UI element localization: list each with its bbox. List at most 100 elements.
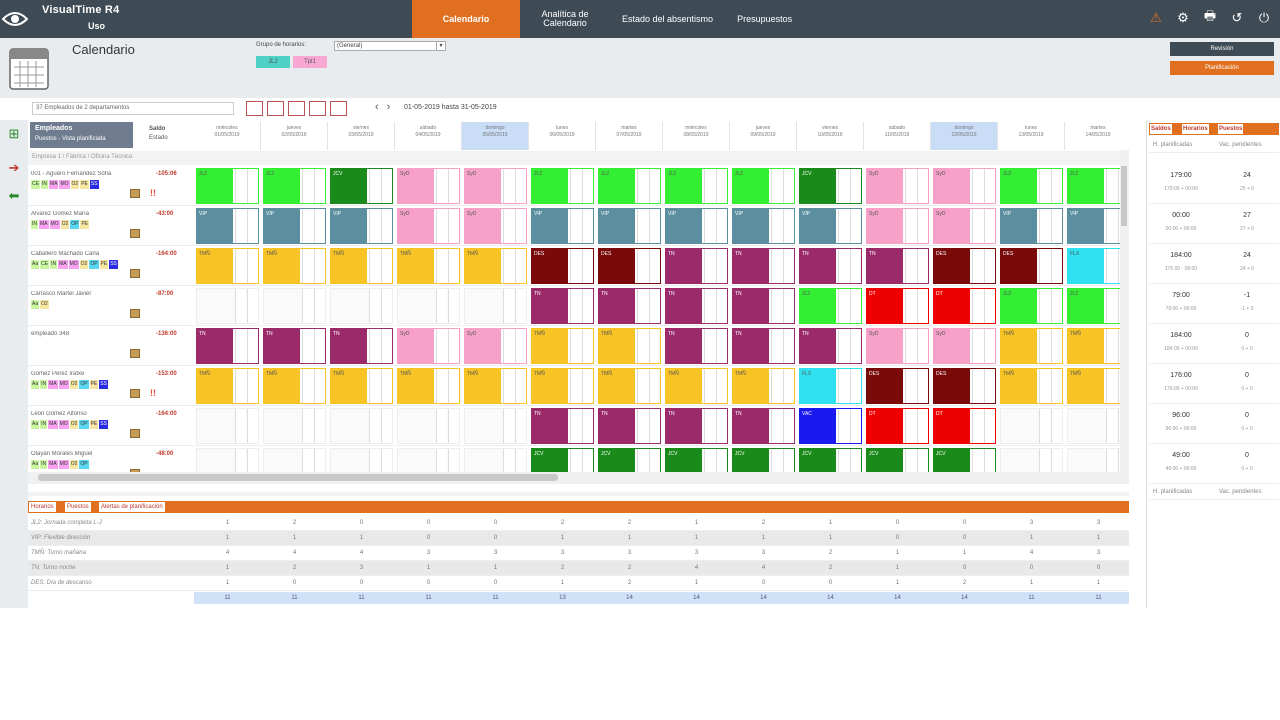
sub-slot[interactable] xyxy=(302,169,313,203)
sub-slot[interactable] xyxy=(649,409,660,443)
shift-cell[interactable]: VIP xyxy=(330,208,393,244)
shift-cell[interactable]: DES xyxy=(1000,248,1063,284)
shift-cell[interactable]: JL2 xyxy=(732,168,795,204)
nav-item-0[interactable]: Calendario xyxy=(412,0,520,38)
sub-slot[interactable] xyxy=(302,329,313,363)
shift-cell[interactable]: SyD xyxy=(933,168,996,204)
sub-slot[interactable] xyxy=(515,169,526,203)
add-calendar-icon[interactable]: ⊞ xyxy=(8,126,20,141)
employee-name[interactable]: empleado 348 xyxy=(31,331,70,337)
nav-item-2[interactable]: Estado del absentismo xyxy=(622,13,714,24)
sub-slot[interactable] xyxy=(503,369,514,403)
shift-cell[interactable] xyxy=(263,408,326,444)
shift-cell[interactable]: TMÑ xyxy=(598,368,661,404)
sub-slot[interactable] xyxy=(1106,169,1117,203)
sub-slot[interactable] xyxy=(771,449,782,483)
sub-slot[interactable] xyxy=(783,289,794,323)
shift-cell[interactable]: SyD xyxy=(866,328,929,364)
shift-cell[interactable]: JL2 xyxy=(1067,168,1129,204)
shift-cell[interactable]: TN xyxy=(732,288,795,324)
sub-slot[interactable] xyxy=(704,289,715,323)
sub-slot[interactable] xyxy=(972,409,983,443)
sub-slot[interactable] xyxy=(1039,289,1050,323)
shift-cell[interactable]: JL2 xyxy=(1000,168,1063,204)
sub-slot[interactable] xyxy=(302,369,313,403)
sub-slot[interactable] xyxy=(448,369,459,403)
sub-slot[interactable] xyxy=(1039,369,1050,403)
sub-slot[interactable] xyxy=(247,449,258,483)
sub-slot[interactable] xyxy=(1039,209,1050,243)
sub-slot[interactable] xyxy=(1106,329,1117,363)
sub-slot[interactable] xyxy=(515,289,526,323)
shift-cell[interactable]: TMÑ xyxy=(732,368,795,404)
shift-cell[interactable] xyxy=(1067,408,1129,444)
sub-slot[interactable] xyxy=(369,449,380,483)
employee-name[interactable]: Gómez Pérez Iratxe xyxy=(31,371,85,377)
shift-cell[interactable]: TN xyxy=(598,288,661,324)
sub-slot[interactable] xyxy=(247,329,258,363)
sub-slot[interactable] xyxy=(917,209,928,243)
view-week-icon[interactable] xyxy=(267,101,284,116)
shift-cell[interactable]: JL2 xyxy=(665,168,728,204)
shift-cell[interactable]: TN xyxy=(665,328,728,364)
shift-cell[interactable]: DES xyxy=(933,368,996,404)
sub-slot[interactable] xyxy=(783,409,794,443)
shift-cell[interactable]: TMÑ xyxy=(397,368,460,404)
sub-slot[interactable] xyxy=(704,369,715,403)
shift-cell[interactable]: DES xyxy=(531,248,594,284)
sub-slot[interactable] xyxy=(637,289,648,323)
sub-slot[interactable] xyxy=(716,329,727,363)
sub-slot[interactable] xyxy=(314,449,325,483)
sub-slot[interactable] xyxy=(570,369,581,403)
sub-slot[interactable] xyxy=(247,169,258,203)
shift-cell[interactable]: TMÑ xyxy=(196,248,259,284)
sub-slot[interactable] xyxy=(247,369,258,403)
shift-cell[interactable]: SyD xyxy=(866,208,929,244)
shift-cell[interactable]: SyD xyxy=(933,328,996,364)
shift-cell[interactable]: TMÑ xyxy=(464,248,527,284)
sub-slot[interactable] xyxy=(637,409,648,443)
sub-slot[interactable] xyxy=(838,329,849,363)
sub-slot[interactable] xyxy=(302,449,313,483)
shift-cell[interactable]: SyD xyxy=(464,208,527,244)
shift-cell[interactable] xyxy=(1000,408,1063,444)
sub-slot[interactable] xyxy=(448,409,459,443)
prev-icon[interactable]: ‹ xyxy=(375,101,379,113)
sub-slot[interactable] xyxy=(649,449,660,483)
sub-slot[interactable] xyxy=(436,209,447,243)
sub-slot[interactable] xyxy=(436,329,447,363)
day-header[interactable]: domingo 12/05/2019 xyxy=(931,122,998,150)
shift-cell[interactable] xyxy=(263,288,326,324)
sub-slot[interactable] xyxy=(515,249,526,283)
sub-slot[interactable] xyxy=(381,369,392,403)
shift-cell[interactable]: TMÑ xyxy=(397,248,460,284)
shift-cell[interactable]: FLX xyxy=(1067,248,1129,284)
sub-slot[interactable] xyxy=(235,249,246,283)
sub-slot[interactable] xyxy=(381,409,392,443)
scroll-thumb[interactable] xyxy=(38,474,558,481)
shift-cell[interactable]: SyD xyxy=(397,328,460,364)
day-header[interactable]: miércoles 08/05/2019 xyxy=(663,122,730,150)
shift-cell[interactable]: JL2 xyxy=(799,288,862,324)
sub-slot[interactable] xyxy=(905,249,916,283)
splitter[interactable] xyxy=(28,492,1129,496)
shift-cell[interactable]: TN xyxy=(732,408,795,444)
sub-slot[interactable] xyxy=(515,369,526,403)
sub-slot[interactable] xyxy=(381,249,392,283)
shift-cell[interactable]: TN xyxy=(799,328,862,364)
shift-cell[interactable]: TN xyxy=(799,248,862,284)
notes-icon[interactable] xyxy=(130,309,140,318)
view-day-icon[interactable] xyxy=(246,101,263,116)
warning-icon[interactable]: ⚠ xyxy=(1150,10,1162,25)
sub-slot[interactable] xyxy=(716,409,727,443)
sub-slot[interactable] xyxy=(838,289,849,323)
sub-slot[interactable] xyxy=(570,449,581,483)
sub-slot[interactable] xyxy=(1106,289,1117,323)
sub-slot[interactable] xyxy=(984,369,995,403)
sub-slot[interactable] xyxy=(369,409,380,443)
sub-slot[interactable] xyxy=(984,409,995,443)
sub-slot[interactable] xyxy=(1051,249,1062,283)
tab-puestos[interactable]: Puestos xyxy=(64,501,92,513)
sub-slot[interactable] xyxy=(771,369,782,403)
shift-cell[interactable]: VIP xyxy=(732,208,795,244)
